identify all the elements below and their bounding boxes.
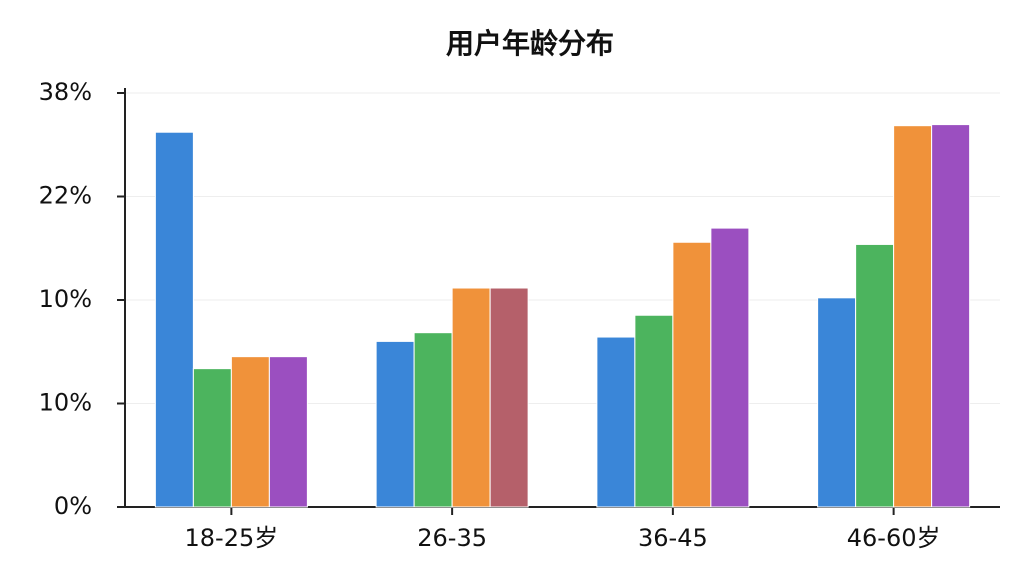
bar — [634, 314, 674, 508]
y-tick-label: 22% — [39, 182, 92, 210]
bar — [413, 332, 453, 508]
bar — [893, 125, 933, 508]
x-tick-label: 18-25岁 — [185, 524, 279, 552]
bar — [596, 336, 636, 508]
bar — [268, 356, 308, 508]
y-tick-label: 10% — [39, 389, 92, 417]
bar — [489, 287, 529, 508]
bar — [931, 124, 971, 508]
chart-title: 用户年龄分布 — [446, 27, 614, 60]
x-tick-label: 36-45 — [638, 524, 708, 552]
bar — [855, 243, 895, 508]
bar — [817, 297, 857, 508]
bar — [154, 131, 194, 508]
x-tick-label: 26-35 — [417, 524, 487, 552]
x-tick-label: 46-60岁 — [847, 524, 941, 552]
bar — [375, 340, 415, 508]
y-tick-label: 10% — [39, 285, 92, 313]
bar — [672, 241, 712, 508]
y-tick-label: 38% — [39, 78, 92, 106]
bar — [230, 356, 270, 508]
bar — [192, 368, 232, 508]
y-tick-label: 0% — [54, 492, 92, 520]
bar — [451, 287, 491, 508]
bar — [710, 227, 750, 508]
